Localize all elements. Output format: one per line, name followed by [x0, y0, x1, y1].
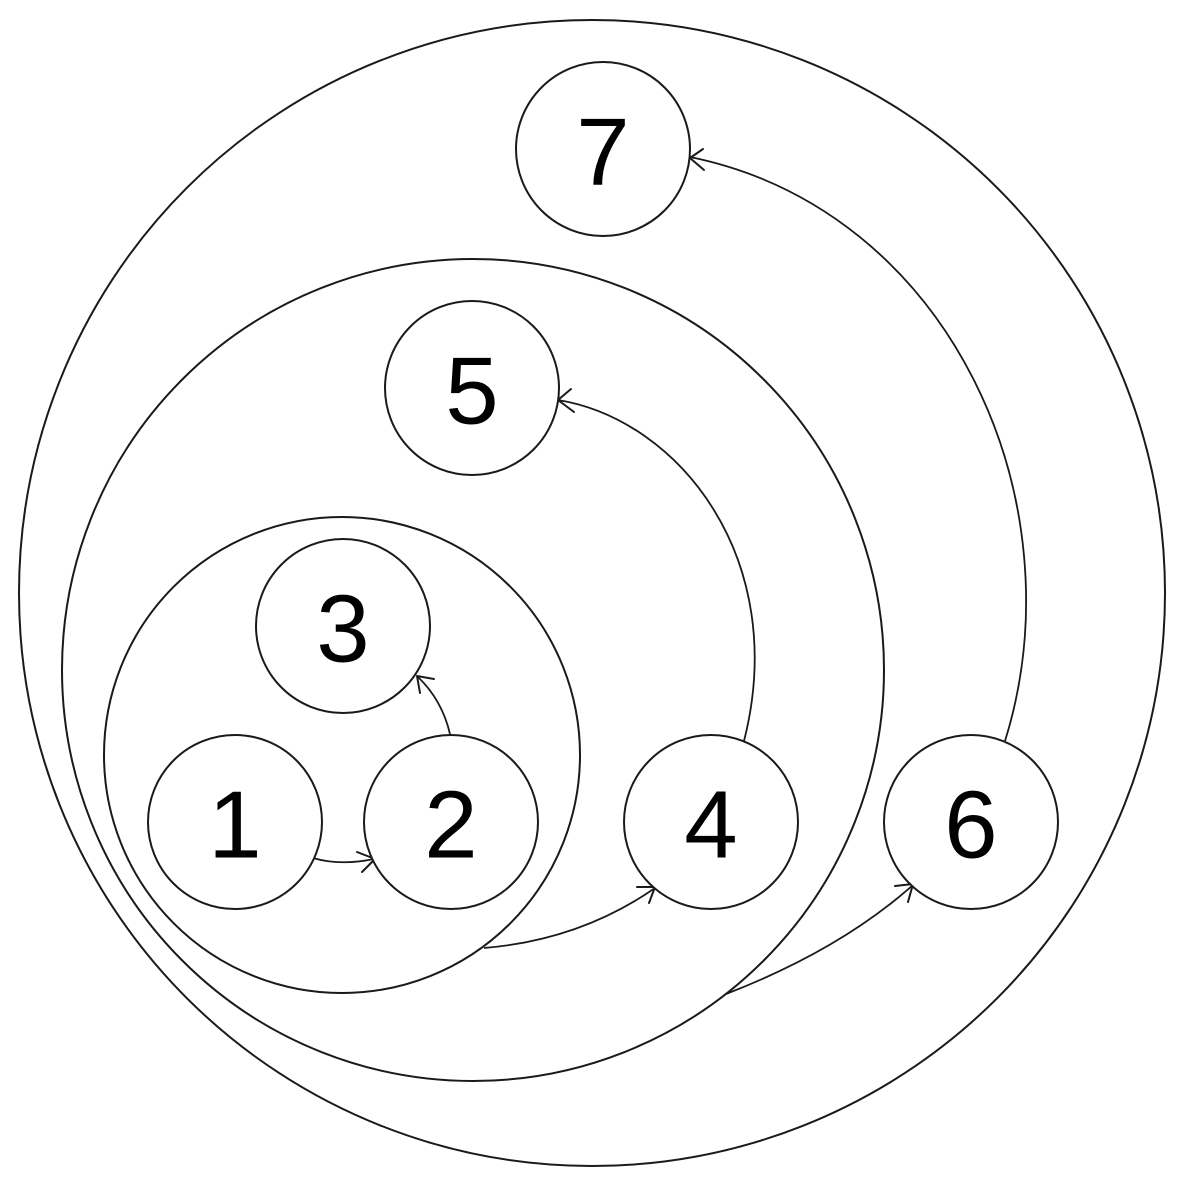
node-3-label: 3: [316, 576, 369, 683]
node-6-label: 6: [944, 772, 997, 879]
group-rings: [18, 19, 1166, 1167]
node-2: 2: [363, 734, 539, 910]
node-1-circle: [147, 734, 323, 910]
node-4-circle: [623, 734, 799, 910]
middle-ring-group-1-5: [61, 258, 885, 1082]
node-2-circle: [363, 734, 539, 910]
node-5: 5: [384, 300, 560, 476]
node-5-circle: [384, 300, 560, 476]
node-4-label: 4: [684, 772, 737, 879]
outer-ring-group-1-7: [18, 19, 1166, 1167]
node-4: 4: [623, 734, 799, 910]
node-2-label: 2: [424, 772, 477, 879]
edge-4-to-5: [557, 399, 756, 742]
node-1-label: 1: [208, 772, 261, 879]
node-1: 1: [147, 734, 323, 910]
node-6-circle: [883, 734, 1059, 910]
node-6: 6: [883, 734, 1059, 910]
edge-group-to-6: [725, 884, 914, 995]
node-3: 3: [255, 538, 431, 714]
nodes: 1 2 3 4 5 6 7: [147, 61, 1059, 910]
inner-ring-group-1-3: [103, 516, 581, 994]
node-5-label: 5: [445, 338, 498, 445]
node-7: 7: [515, 61, 691, 237]
arrowhead-into-3: [416, 675, 435, 694]
edge-2-to-3: [417, 676, 451, 735]
edge-group-to-4: [483, 887, 656, 949]
node-7-circle: [515, 61, 691, 237]
node-3-circle: [255, 538, 431, 714]
edge-6-to-7: [689, 156, 1027, 742]
node-7-label: 7: [576, 99, 629, 206]
edge-1-to-2: [312, 857, 375, 864]
